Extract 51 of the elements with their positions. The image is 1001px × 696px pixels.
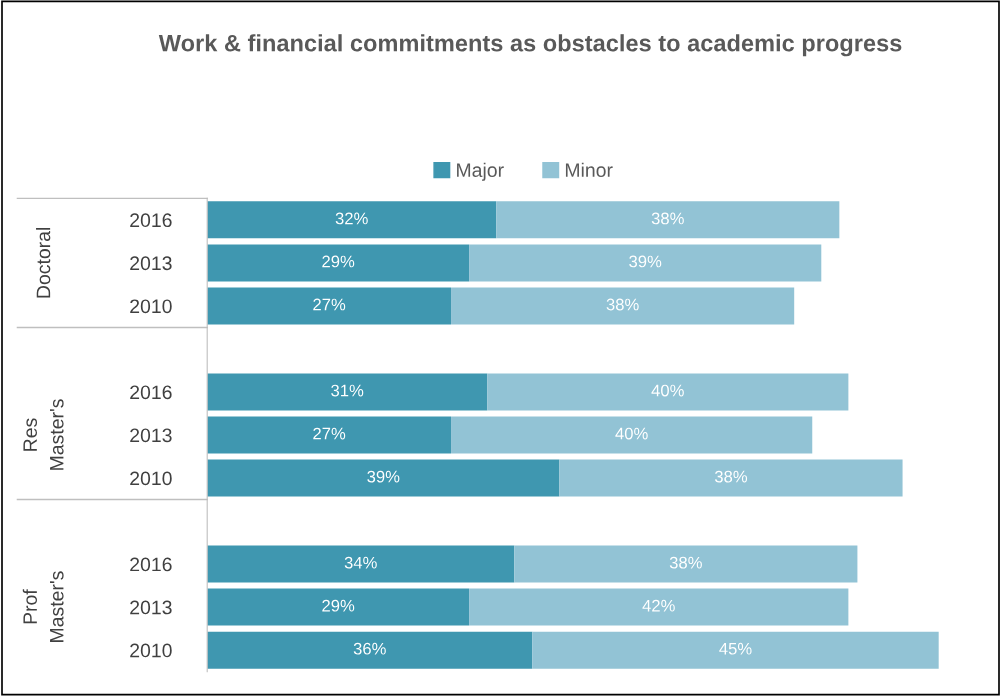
bar: [207, 287, 452, 325]
data-label: 34%: [344, 556, 377, 569]
data-label: 40%: [615, 427, 648, 440]
bar: [532, 631, 939, 669]
bar: [514, 545, 858, 583]
legend-label: Major: [457, 162, 504, 181]
y-tick-label: 2013: [130, 600, 172, 615]
text: Res Master's: [23, 399, 64, 470]
y-tick-label: 2013: [130, 428, 172, 443]
data-label: 29%: [322, 599, 355, 612]
y-tick-label: 2013: [130, 256, 172, 271]
bar: [207, 244, 470, 282]
y-tick-label: 2010: [130, 643, 172, 658]
y-tick-label: 2010: [130, 471, 172, 486]
data-label: 38%: [651, 212, 684, 225]
data-label: 32%: [335, 212, 368, 225]
bar: [207, 631, 533, 669]
bar: [559, 459, 903, 497]
y-tick-label: 2010: [130, 299, 172, 314]
bar: [496, 201, 840, 239]
bar: [207, 201, 497, 239]
data-label: 45%: [719, 642, 752, 655]
bar: [469, 588, 849, 626]
bar: [469, 244, 822, 282]
y-tick-label: 2016: [130, 385, 172, 400]
data-label: 40%: [651, 384, 684, 397]
y-tick-label: 2016: [130, 213, 172, 228]
data-label: 27%: [313, 427, 346, 440]
bar: [207, 416, 452, 454]
data-label: 38%: [714, 470, 748, 483]
data-label: 42%: [642, 599, 675, 612]
data-label: 29%: [322, 255, 355, 268]
y-tick-label: 2016: [130, 557, 172, 572]
bar: [207, 373, 488, 411]
chart-title: Work & financial commitments as obstacles to academic progress: [158, 34, 902, 57]
data-label: 36%: [353, 642, 386, 655]
data-label: 39%: [629, 255, 662, 268]
bar: [451, 416, 813, 454]
data-label: 27%: [313, 298, 346, 311]
bar: [207, 459, 560, 497]
text: Prof Master's: [22, 571, 64, 642]
text: Doctoral: [36, 227, 51, 298]
data-label: 31%: [331, 384, 364, 397]
data-label: 38%: [606, 298, 639, 311]
bar: [451, 287, 795, 325]
data-label: 39%: [367, 470, 400, 483]
legend-label: Minor: [565, 162, 613, 178]
bar: [207, 545, 515, 583]
bar: [207, 588, 470, 626]
data-label: 38%: [669, 556, 702, 569]
bar: [487, 373, 849, 411]
